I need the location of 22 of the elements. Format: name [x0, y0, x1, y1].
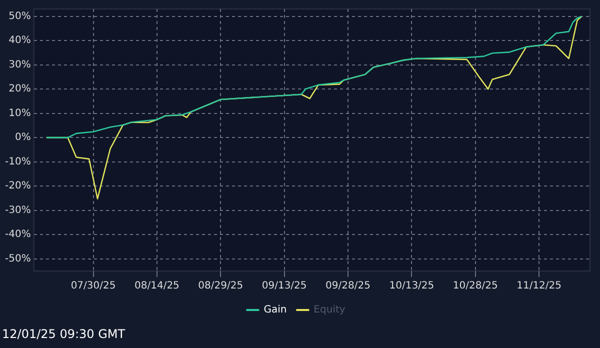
- y-tick-label: -20%: [4, 180, 31, 192]
- text: 12/01/25 09:30 GMT: [2, 327, 126, 341]
- y-tick-label: 40%: [8, 35, 31, 46]
- y-tick-label: -30%: [4, 204, 31, 216]
- x-tick-label: 08/29/25: [198, 280, 244, 292]
- x-tick-label: 09/13/25: [262, 280, 307, 292]
- y-tick-label: 30%: [8, 59, 31, 70]
- y-tick-label: 20%: [8, 84, 31, 95]
- y-tick-label: -40%: [4, 229, 31, 240]
- y-tick-label: 50%: [8, 10, 31, 22]
- y-tick-label: -50%: [4, 253, 31, 264]
- legend-label: Gain: [264, 304, 287, 316]
- legend-label: Equity: [314, 304, 346, 316]
- y-tick-label: 10%: [8, 108, 31, 119]
- x-tick-label: 08/14/25: [134, 280, 180, 292]
- x-tick-label: 10/13/25: [389, 280, 434, 292]
- x-tick-label: 07/30/25: [70, 280, 116, 292]
- x-tick-label: 09/28/25: [326, 280, 370, 292]
- y-tick-label: -10%: [4, 156, 31, 168]
- x-tick-label: 10/28/25: [452, 280, 498, 292]
- y-tick-label: 0%: [14, 132, 31, 144]
- x-tick-label: 11/12/25: [516, 280, 562, 292]
